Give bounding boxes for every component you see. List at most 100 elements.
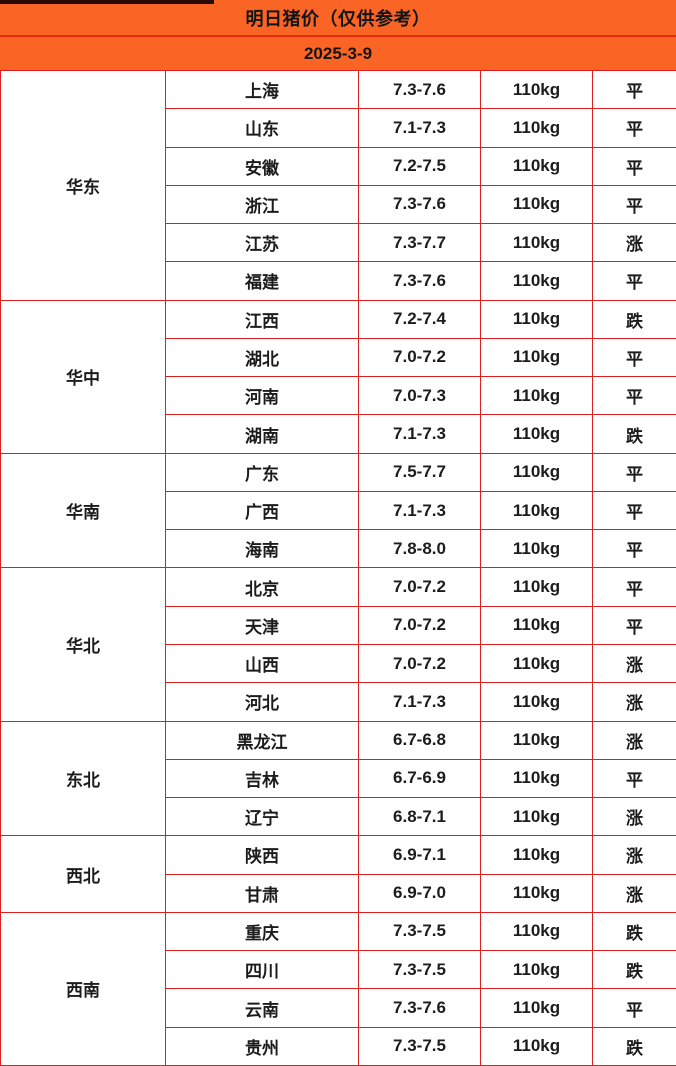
province-cell: 山西 [165,643,359,684]
trend-cell: 跌 [592,950,676,990]
trend-cell: 跌 [592,911,676,952]
trend-cell: 平 [592,490,676,531]
weight-cell: 110kg [480,797,593,837]
price-table-body: 华东 上海 7.3-7.6 110kg 平山东 7.1-7.3 110kg 平安徽 7.2-7.… [0,69,676,1066]
table-row: 华中 江西 7.2-7.4 110kg 跌 [0,299,676,454]
price-cell: 6.9-7.0 [358,873,481,913]
price-cell: 7.3-7.6 [358,988,481,1028]
page-title: 明日猪价（仅供参考） [245,8,431,29]
price-table: 华东 上海 7.3-7.6 110kg 平山东 7.1-7.3 110kg 平安徽 7.2-7.… [0,69,676,1066]
price-cell: 7.1-7.3 [358,682,481,722]
table-row: 安徽 7.2-7.5 110kg 平 [1,146,676,186]
province-cell: 河北 [165,682,359,722]
weight-cell: 110kg [480,911,593,952]
trend-cell: 涨 [592,643,676,684]
table-row: 西北 陕西 6.9-7.1 110kg 涨 [0,835,676,913]
province-cell: 重庆 [165,911,359,952]
table-row: 河南 7.0-7.3 110kg 平 [1,376,676,416]
weight-cell: 110kg [480,567,593,607]
province-cell: 浙江 [165,184,359,225]
trend-cell: 平 [592,376,676,416]
price-cell: 7.3-7.6 [358,261,481,301]
trend-cell: 涨 [592,797,676,837]
title-bar: 明日猪价（仅供参考） [0,0,676,37]
trend-cell: 平 [592,337,676,378]
weight-cell: 110kg [480,69,593,110]
weight-cell: 110kg [480,529,593,569]
weight-cell: 110kg [480,605,593,645]
price-cell: 7.3-7.6 [358,69,481,110]
trend-cell: 平 [592,529,676,569]
province-cell: 陕西 [165,835,359,875]
table-row: 华南 广东 7.5-7.7 110kg 平 [0,452,676,569]
table-row: 云南 7.3-7.6 110kg 平 [1,988,676,1028]
trend-cell: 涨 [592,835,676,875]
table-row: 华东 上海 7.3-7.6 110kg 平 [0,69,676,301]
weight-cell: 110kg [480,873,593,913]
table-row: 湖南 7.1-7.3 110kg 跌 [1,414,676,454]
region-cell: 东北 [0,720,166,837]
weight-cell: 110kg [480,720,593,760]
weight-cell: 110kg [480,376,593,416]
price-cell: 7.3-7.7 [358,223,481,263]
region-cell: 西北 [0,835,166,913]
trend-cell: 平 [592,452,676,492]
province-cell: 吉林 [165,758,359,799]
table-row: 辽宁 6.8-7.1 110kg 涨 [1,797,676,837]
price-cell: 6.8-7.1 [358,797,481,837]
trend-cell: 平 [592,567,676,607]
table-row: 浙江 7.3-7.6 110kg 平 [1,184,676,225]
province-cell: 安徽 [165,146,359,186]
province-cell: 海南 [165,529,359,569]
top-left-dark-strip [0,0,214,4]
price-cell: 6.7-6.9 [358,758,481,799]
price-cell: 7.3-7.5 [358,950,481,990]
province-cell: 云南 [165,988,359,1028]
trend-cell: 涨 [592,223,676,263]
trend-cell: 平 [592,146,676,186]
price-cell: 7.2-7.4 [358,299,481,339]
price-cell: 7.5-7.7 [358,452,481,492]
price-cell: 6.9-7.1 [358,835,481,875]
trend-cell: 涨 [592,682,676,722]
weight-cell: 110kg [480,337,593,378]
trend-cell: 平 [592,184,676,225]
weight-cell: 110kg [480,490,593,531]
price-cell: 7.3-7.5 [358,1026,481,1066]
province-cell: 湖南 [165,414,359,454]
weight-cell: 110kg [480,950,593,990]
province-cell: 广东 [165,452,359,492]
trend-cell: 平 [592,988,676,1028]
price-cell: 7.1-7.3 [358,108,481,148]
weight-cell: 110kg [480,146,593,186]
price-cell: 7.8-8.0 [358,529,481,569]
weight-cell: 110kg [480,223,593,263]
price-cell: 7.0-7.2 [358,567,481,607]
province-cell: 天津 [165,605,359,645]
province-cell: 辽宁 [165,797,359,837]
price-cell: 7.3-7.6 [358,184,481,225]
province-cell: 黑龙江 [165,720,359,760]
date-bar: 2025-3-9 [0,37,676,70]
table-row: 山西 7.0-7.2 110kg 涨 [1,643,676,684]
price-cell: 7.0-7.3 [358,376,481,416]
trend-cell: 平 [592,69,676,110]
province-cell: 山东 [165,108,359,148]
table-row: 福建 7.3-7.6 110kg 平 [1,261,676,301]
weight-cell: 110kg [480,835,593,875]
province-cell: 湖北 [165,337,359,378]
weight-cell: 110kg [480,452,593,492]
weight-cell: 110kg [480,414,593,454]
weight-cell: 110kg [480,108,593,148]
province-cell: 四川 [165,950,359,990]
price-cell: 7.0-7.2 [358,605,481,645]
table-row: 湖北 7.0-7.2 110kg 平 [1,337,676,378]
price-cell: 7.0-7.2 [358,643,481,684]
weight-cell: 110kg [480,758,593,799]
weight-cell: 110kg [480,643,593,684]
trend-cell: 平 [592,758,676,799]
region-cell: 华中 [0,299,166,454]
trend-cell: 涨 [592,873,676,913]
weight-cell: 110kg [480,261,593,301]
